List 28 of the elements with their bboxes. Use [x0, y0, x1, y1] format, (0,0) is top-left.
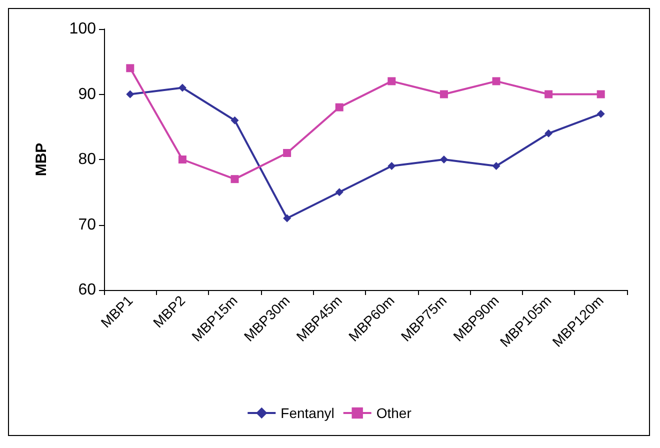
point	[283, 148, 292, 157]
point	[596, 110, 605, 118]
point	[544, 90, 553, 98]
point	[492, 77, 500, 86]
point	[335, 188, 344, 196]
point	[283, 214, 292, 222]
point	[178, 84, 186, 92]
y-tick-label: 80	[78, 151, 96, 168]
point	[126, 90, 134, 98]
point	[230, 116, 239, 124]
point	[230, 175, 239, 184]
point	[388, 77, 396, 86]
y-tick-label: 70	[78, 216, 96, 234]
point	[440, 156, 448, 164]
point	[544, 129, 553, 138]
legend-label: Other	[376, 405, 412, 421]
point	[178, 156, 186, 164]
point	[335, 103, 344, 112]
y-tick-label: 60	[78, 282, 96, 298]
point	[492, 162, 500, 170]
point	[440, 90, 448, 98]
point	[596, 90, 605, 98]
y-tick-label: 90	[78, 86, 96, 103]
point	[126, 64, 134, 72]
y-axis-title: MBP	[33, 142, 50, 176]
y-tick-label: 100	[69, 20, 96, 38]
legend-label: Fentanyl	[280, 405, 334, 421]
point	[388, 162, 396, 170]
